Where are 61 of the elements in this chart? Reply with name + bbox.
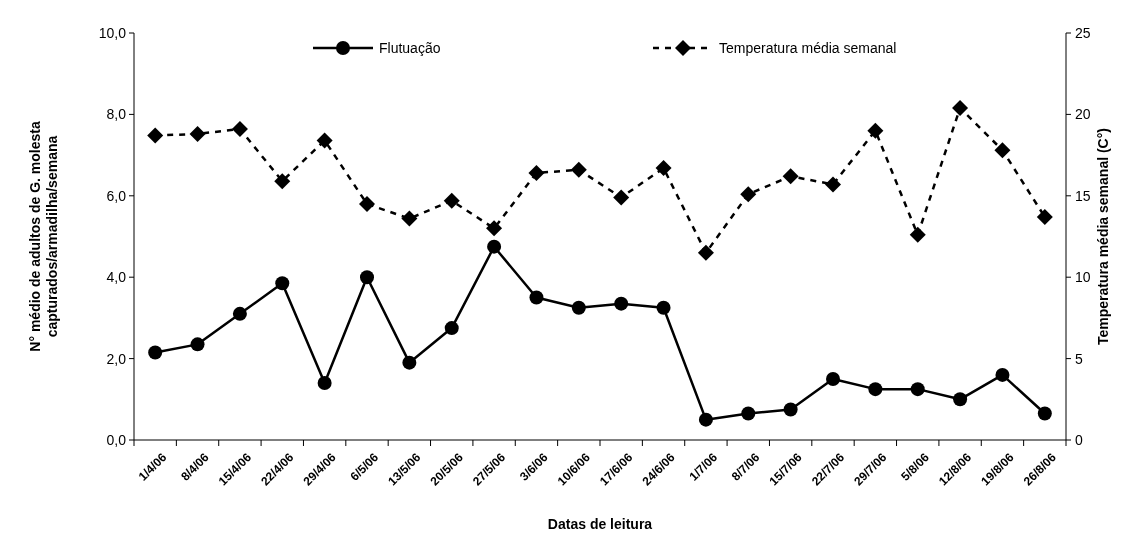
point [190, 337, 205, 352]
y-tick-label: 10,0 [98, 24, 127, 41]
x-axis-title: Datas de leitura [547, 516, 653, 532]
y2-tick-label: 20 [1075, 106, 1091, 123]
point [571, 300, 586, 315]
point [782, 168, 799, 185]
y-axis-title: N° médio de adultos de G. molesta capturados/armadilha/semana [26, 121, 60, 352]
y-tick-label: 6,0 [106, 187, 127, 204]
point [444, 321, 459, 336]
point [232, 306, 247, 321]
point [867, 122, 884, 139]
point [486, 220, 503, 237]
y2-tick-label: 10 [1075, 269, 1091, 286]
point [995, 367, 1010, 382]
point [614, 296, 629, 311]
point [909, 226, 926, 243]
point [401, 210, 418, 227]
point [359, 195, 375, 212]
legend-label: Flutuação [379, 39, 441, 56]
point [698, 412, 713, 427]
point [910, 382, 925, 397]
point [189, 125, 206, 142]
y-tick-label: 8,0 [106, 106, 127, 123]
point [994, 142, 1011, 159]
y2-tick-label: 5 [1075, 350, 1083, 367]
y-tick-label: 0,0 [106, 431, 127, 448]
point [275, 276, 290, 291]
point [528, 165, 545, 182]
y-tick-label: 4,0 [106, 269, 127, 286]
point [783, 402, 798, 417]
point [953, 392, 968, 407]
y2-tick-label: 0 [1075, 431, 1083, 448]
point [868, 382, 883, 397]
y2-tick-label: 15 [1075, 187, 1091, 204]
point [443, 192, 460, 209]
y2-tick-label: 25 [1075, 24, 1091, 41]
point [613, 189, 630, 206]
point [656, 300, 671, 315]
point [231, 121, 248, 138]
point [487, 239, 502, 254]
point [148, 345, 163, 360]
point [316, 132, 333, 149]
point [741, 406, 756, 421]
point [952, 99, 969, 116]
point [360, 270, 374, 285]
y-tick-label: 2,0 [106, 350, 127, 367]
legend-label: Temperatura média semanal [719, 39, 897, 56]
y2-axis-title: Temperatura média semanal (C°) [1095, 128, 1111, 345]
point [570, 161, 587, 178]
point [317, 376, 332, 391]
point [740, 186, 757, 203]
point [274, 173, 291, 190]
point [147, 127, 164, 144]
point [529, 290, 544, 305]
point [655, 160, 672, 177]
point [1036, 208, 1053, 225]
point [1037, 406, 1052, 421]
point [826, 371, 840, 386]
point [697, 244, 714, 261]
point [825, 176, 841, 193]
point [402, 355, 417, 370]
